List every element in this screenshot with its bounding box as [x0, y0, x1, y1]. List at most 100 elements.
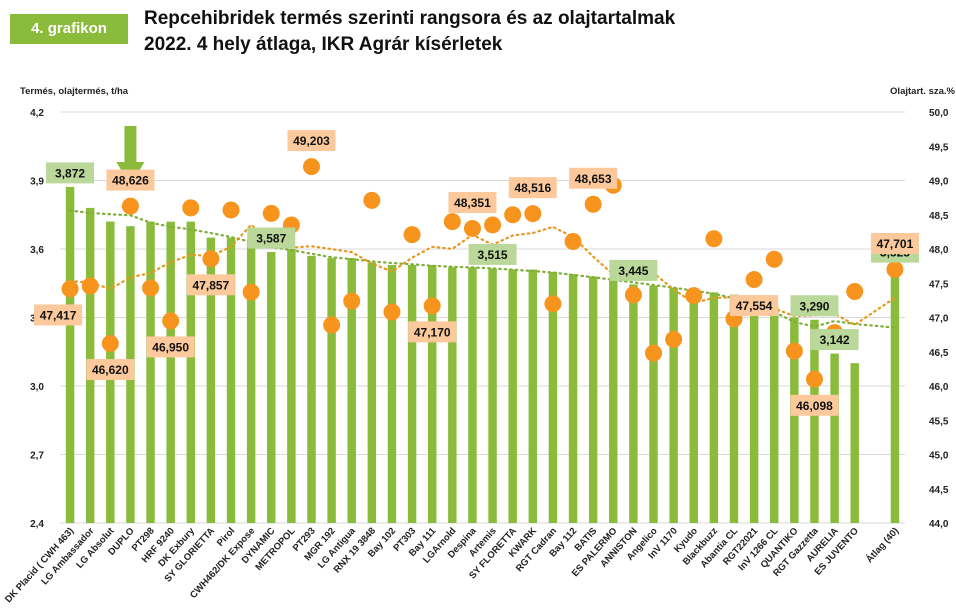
oil-data-label: 48,516 — [514, 181, 551, 195]
yield-bar — [407, 264, 417, 523]
yield-data-label: 3,290 — [799, 299, 829, 313]
yield-bar — [287, 249, 296, 523]
oil-content-point — [443, 213, 461, 231]
yield-bar — [810, 319, 819, 523]
yield-bar — [267, 251, 276, 524]
y2-axis-tick-label: 48,0 — [929, 245, 949, 256]
y-axis-tick-label: 3,6 — [30, 245, 44, 256]
y2-axis-tick-label: 47,5 — [929, 279, 949, 290]
yield-data-label: 3,587 — [256, 231, 286, 245]
y2-axis-tick-label: 48,5 — [929, 211, 949, 222]
chart-number-badge: 4. grafikon — [10, 14, 128, 44]
oil-data-label-box — [408, 321, 457, 343]
yield-bar — [206, 237, 216, 524]
yield-bar — [65, 186, 75, 524]
oil-data-label-box — [790, 394, 839, 416]
oil-data-label-box — [106, 169, 155, 191]
yield-bar — [166, 221, 175, 523]
y-axis-tick-label: 3,0 — [30, 382, 44, 393]
oil-data-label-box — [730, 295, 779, 317]
yield-bar — [729, 294, 739, 523]
oil-data-label: 48,626 — [112, 174, 149, 188]
oil-content-point — [685, 287, 703, 305]
y2-axis-tick-label: 50,0 — [929, 108, 949, 119]
oil-content-point — [785, 342, 803, 360]
yield-data-label-box — [790, 295, 839, 317]
oil-content-point — [886, 260, 904, 278]
oil-content-point — [323, 316, 341, 334]
oil-data-label-box — [186, 274, 235, 296]
yield-bar — [770, 306, 779, 523]
y-axis-tick-label: 4,2 — [30, 108, 44, 119]
oil-content-point — [544, 295, 562, 313]
oil-content-point — [142, 279, 160, 297]
oil-content-point — [484, 216, 502, 234]
oil-data-label: 47,701 — [877, 237, 914, 251]
yield-bar — [488, 268, 497, 523]
oil-data-label-box — [569, 167, 618, 189]
y2-axis-tick-label: 44,0 — [929, 519, 949, 530]
yield-bar — [568, 274, 578, 523]
yield-bar — [146, 221, 155, 523]
yield-bar — [830, 353, 839, 523]
oil-data-label-box — [86, 359, 135, 381]
x-axis-category-label: Átlag (40) — [864, 526, 901, 566]
y-axis-tick-label: 2,4 — [30, 519, 44, 530]
oil-data-label: 47,417 — [40, 308, 77, 322]
oil-data-label-box — [34, 304, 83, 326]
yield-bar — [427, 264, 437, 523]
oil-content-point — [705, 230, 723, 248]
oil-content-point — [665, 330, 683, 348]
yield-data-label: 3,872 — [55, 166, 85, 180]
oil-content-point — [383, 303, 401, 321]
yield-bar — [649, 285, 658, 523]
oil-content-point — [524, 205, 542, 223]
oil-data-label: 47,170 — [414, 325, 451, 339]
oil-content-point — [262, 204, 280, 222]
y2-axis-tick-label: 45,5 — [929, 416, 949, 427]
oil-content-point — [423, 297, 441, 315]
yield-bar — [548, 271, 558, 523]
y2-axis-tick-label: 46,0 — [929, 382, 949, 393]
yield-bar — [609, 278, 618, 523]
yield-data-label-box — [247, 227, 296, 249]
oil-content-point — [343, 292, 361, 310]
yield-bar — [226, 237, 236, 524]
y-axis-tick-label: 3,9 — [30, 177, 44, 188]
oil-content-point — [584, 195, 602, 213]
oil-content-point — [805, 370, 823, 388]
yield-bar — [790, 317, 799, 523]
yield-bar — [387, 264, 397, 523]
yield-bar — [468, 267, 477, 523]
oil-content-point — [101, 335, 119, 353]
yield-data-label: 3,515 — [478, 248, 508, 262]
oil-data-label-box — [870, 232, 919, 254]
oil-data-label: 47,857 — [193, 278, 230, 292]
oil-data-label: 48,351 — [454, 196, 491, 210]
oil-content-point — [504, 206, 522, 224]
oil-content-point — [624, 286, 642, 304]
oil-content-point — [61, 280, 79, 298]
oil-content-point — [645, 344, 663, 362]
yield-bar — [588, 276, 598, 523]
yield-bar — [850, 363, 859, 523]
y2-axis-tick-label: 45,0 — [929, 451, 949, 462]
oil-data-label: 49,203 — [293, 134, 330, 148]
highlight-arrow-shaft — [124, 126, 137, 162]
yield-data-label-box — [468, 243, 517, 265]
oil-content-point — [846, 282, 864, 300]
y2-axis-tick-label: 46,5 — [929, 348, 949, 359]
oil-data-label-box — [508, 177, 557, 199]
oil-content-point — [162, 312, 180, 330]
oil-content-point — [81, 277, 99, 295]
y-axis-title: Termés, olajtermés, t/ha — [20, 86, 129, 97]
oil-data-label: 48,653 — [575, 172, 612, 186]
yield-data-label-box — [609, 259, 658, 281]
yield-data-label: 3,445 — [618, 264, 648, 278]
oil-content-point — [765, 250, 783, 268]
yield-bar — [448, 267, 457, 523]
y2-axis-tick-label: 44,5 — [929, 485, 949, 496]
yield-bar — [347, 258, 356, 523]
oil-content-point — [222, 201, 240, 219]
